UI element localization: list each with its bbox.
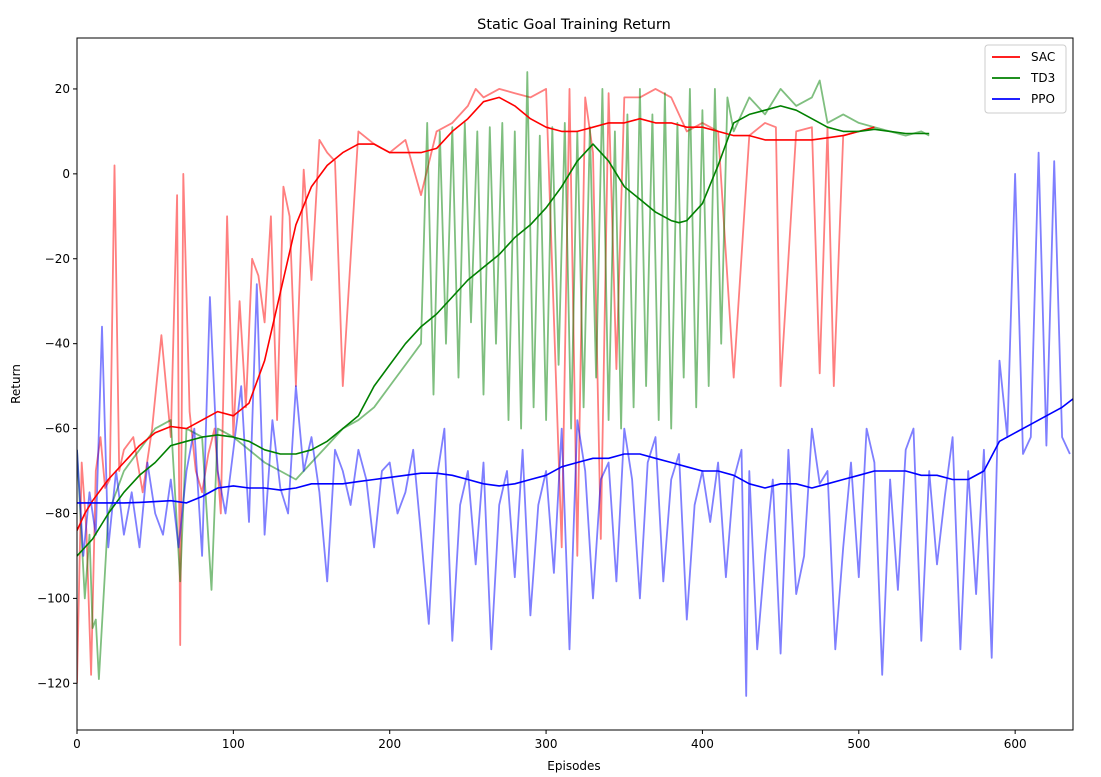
smoothed-series-group xyxy=(77,96,1073,557)
x-axis-ticks: 0 100 200 300 400 500 600 xyxy=(73,730,1027,751)
y-tick-label: −80 xyxy=(45,506,70,520)
x-tick-label: 100 xyxy=(222,737,245,751)
x-tick-label: 400 xyxy=(691,737,714,751)
legend-label-td3: TD3 xyxy=(1030,71,1055,85)
y-axis-label: Return xyxy=(9,364,23,404)
legend-box xyxy=(984,44,1067,114)
y-axis-ticks: −120 −100 −80 −60 −40 −20 0 20 xyxy=(37,82,77,690)
y-tick-label: −120 xyxy=(37,676,70,690)
x-tick-label: 500 xyxy=(847,737,870,751)
y-tick-label: −60 xyxy=(45,422,70,436)
chart-title: Static Goal Training Return xyxy=(477,17,671,33)
raw-series-group xyxy=(77,71,1071,697)
sac-smoothed-line xyxy=(77,96,875,531)
y-tick-label: 0 xyxy=(62,167,70,181)
legend-label-sac: SAC xyxy=(1031,50,1055,64)
y-tick-label: −40 xyxy=(45,337,70,351)
x-tick-label: 200 xyxy=(378,737,401,751)
plot-frame xyxy=(76,37,1074,731)
legend-label-ppo: PPO xyxy=(1031,92,1055,106)
y-tick-label: −100 xyxy=(37,591,70,605)
legend: SAC TD3 PPO xyxy=(984,44,1067,114)
ppo-smoothed-line xyxy=(77,398,1073,504)
x-axis-label: Episodes xyxy=(547,759,600,773)
ppo-raw-line xyxy=(77,151,1071,697)
td3-smoothed-line xyxy=(77,105,930,557)
td3-raw-line xyxy=(77,71,930,680)
x-tick-label: 0 xyxy=(73,737,81,751)
y-tick-label: −20 xyxy=(45,252,70,266)
x-tick-label: 300 xyxy=(535,737,558,751)
x-tick-label: 600 xyxy=(1004,737,1027,751)
y-tick-label: 20 xyxy=(55,82,70,96)
